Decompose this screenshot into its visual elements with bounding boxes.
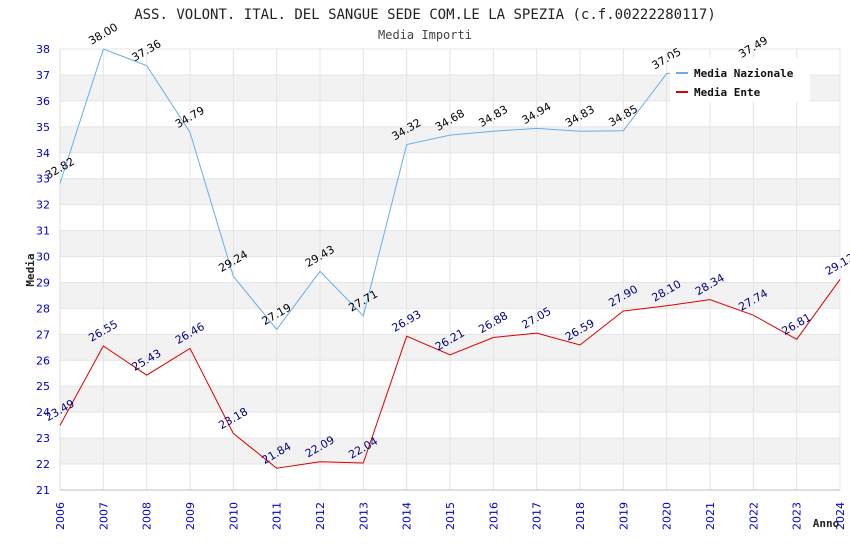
y-tick-label: 27 — [36, 328, 50, 341]
y-tick-label: 28 — [36, 302, 50, 315]
y-axis-label: Media — [24, 253, 37, 286]
y-tick-label: 21 — [36, 484, 50, 497]
y-tick-label: 38 — [36, 43, 50, 56]
y-tick-label: 37 — [36, 69, 50, 82]
x-tick-label: 2011 — [271, 502, 284, 530]
chart-subtitle: Media Importi — [378, 28, 472, 42]
y-axis: 21 22 23 24 25 26 27 28 29 30 31 32 33 34 35 36 37 38 — [36, 43, 50, 497]
series-line — [59, 279, 841, 469]
legend: Media Nazionale Media Ente — [670, 58, 810, 102]
series-lines — [59, 48, 841, 469]
y-tick-label: 26 — [36, 354, 50, 367]
x-axis: 2006 2007 2008 2009 2010 2011 2012 2013 2014 2015… — [54, 502, 847, 530]
x-tick-label: 2018 — [574, 502, 587, 530]
x-tick-label: 2019 — [617, 502, 630, 530]
x-tick-label: 2016 — [487, 502, 500, 530]
y-tick-label: 22 — [36, 458, 50, 471]
x-tick-label: 2022 — [747, 502, 760, 530]
x-tick-label: 2009 — [184, 502, 197, 530]
x-tick-label: 2015 — [444, 502, 457, 530]
x-axis-label: Anno — [813, 517, 840, 530]
legend-box — [670, 58, 810, 102]
y-tick-label: 34 — [36, 147, 50, 160]
y-tick-label: 25 — [36, 380, 50, 393]
legend-entry: Media Nazionale — [694, 67, 794, 80]
x-tick-label: 2021 — [704, 502, 717, 530]
y-tick-label: 29 — [36, 276, 50, 289]
x-tick-label: 2007 — [97, 502, 110, 530]
x-tick-label: 2017 — [531, 502, 544, 530]
x-tick-label: 2024 — [834, 502, 847, 530]
x-tick-label: 2008 — [141, 502, 154, 530]
y-tick-label: 23 — [36, 432, 50, 445]
x-tick-label: 2010 — [227, 502, 240, 530]
y-tick-label: 33 — [36, 173, 50, 186]
y-tick-label: 32 — [36, 199, 50, 212]
series-line — [59, 48, 754, 331]
chart-title: ASS. VOLONT. ITAL. DEL SANGUE SEDE COM.L… — [134, 7, 716, 23]
x-tick-label: 2006 — [54, 502, 67, 530]
y-tick-label: 36 — [36, 95, 50, 108]
x-tick-label: 2014 — [401, 502, 414, 530]
y-tick-label: 30 — [36, 251, 50, 264]
x-tick-label: 2023 — [791, 502, 804, 530]
data-label: 38.00 — [86, 21, 120, 48]
y-tick-label: 35 — [36, 121, 50, 134]
legend-entry: Media Ente — [694, 86, 761, 99]
x-tick-label: 2012 — [314, 502, 327, 530]
x-tick-label: 2020 — [661, 502, 674, 530]
y-tick-label: 24 — [36, 406, 50, 419]
grid-bands — [59, 48, 841, 491]
x-tick-label: 2013 — [357, 502, 370, 530]
y-tick-label: 31 — [36, 225, 50, 238]
